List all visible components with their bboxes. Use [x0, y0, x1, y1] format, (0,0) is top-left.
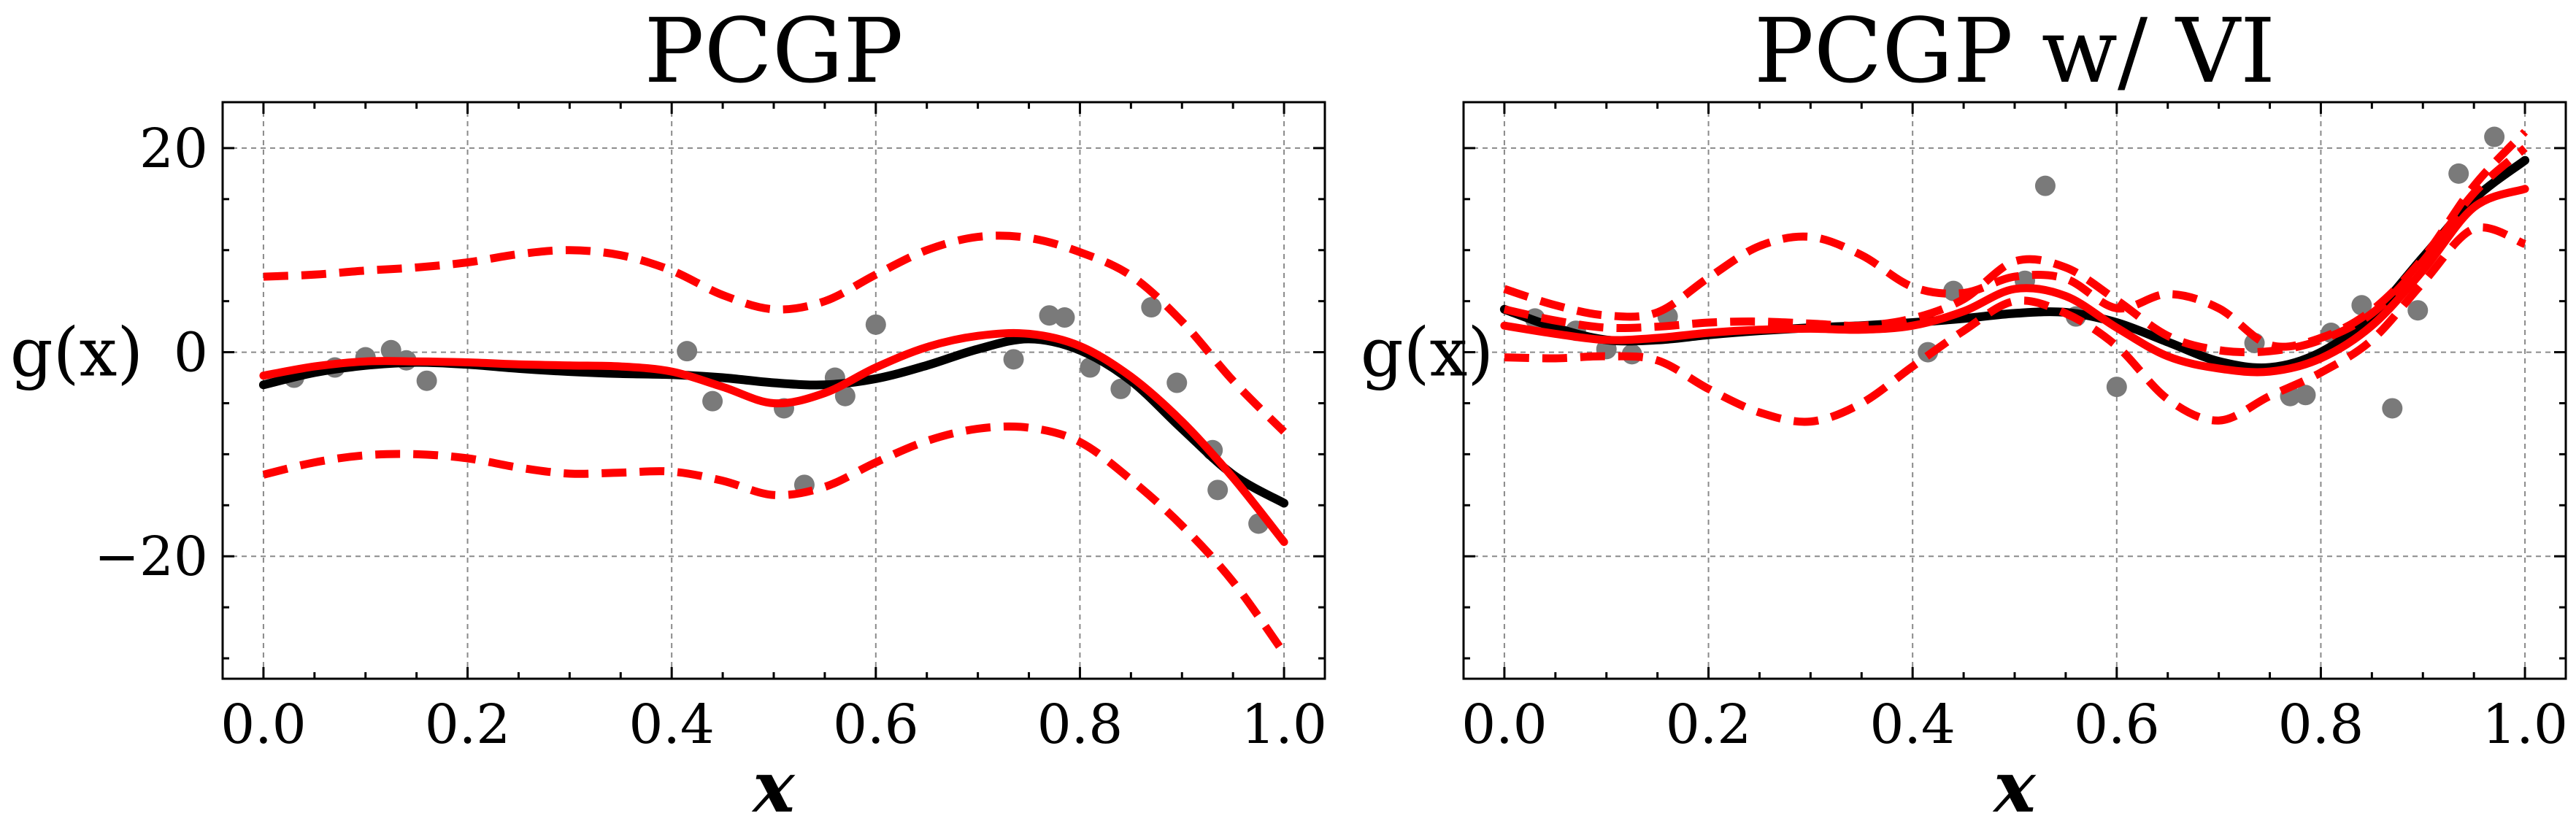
- data-point: [1080, 357, 1101, 378]
- x-tick-label: 1.0: [2482, 693, 2568, 756]
- x-axis-label: x: [751, 746, 796, 828]
- data-point: [834, 385, 856, 407]
- data-point: [2407, 300, 2429, 321]
- y-tick-label: 20: [139, 118, 208, 180]
- x-tick-label: 0.0: [220, 693, 307, 756]
- data-point: [1141, 297, 1162, 318]
- x-tick-label: 0.2: [425, 693, 511, 756]
- data-point: [2448, 163, 2469, 184]
- data-point: [1166, 372, 1188, 393]
- x-tick-label: 0.6: [2074, 693, 2160, 756]
- data-point: [416, 370, 437, 391]
- series-line-lower-band: [1504, 223, 2527, 426]
- y-axis-label: g(x): [10, 314, 144, 392]
- chart-panel-2: 0.0 0.2 0.4 0.6 0.8 1.0 PCGP w/ VI x g(x): [1361, 0, 2568, 828]
- data-point: [1003, 349, 1024, 370]
- x-axis-label: x: [1992, 746, 2037, 828]
- x-tick-label: 0.4: [628, 693, 715, 756]
- x-tick-label: 0.8: [1037, 693, 1123, 756]
- data-point: [2034, 175, 2056, 196]
- y-axis-label: g(x): [1361, 314, 1494, 392]
- data-point: [2295, 385, 2316, 406]
- data-point: [2484, 126, 2505, 147]
- series-line-upper-band: [263, 231, 1287, 435]
- chart-title: PCGP w/ VI: [1754, 0, 2275, 103]
- chart-panel-1: 0.0 0.2 0.4 0.6 0.8 1.0 20 0 −20 PCGP x g(x): [10, 0, 1327, 828]
- x-tick-label: 0.2: [1666, 693, 1752, 756]
- series-line-upper-band-inner: [1503, 145, 2528, 357]
- data-point: [1943, 280, 1964, 301]
- data-point: [865, 314, 886, 335]
- series-line-prediction: [1500, 185, 2529, 377]
- data-point: [1054, 307, 1075, 328]
- plot-frame: [1462, 101, 2567, 680]
- data-point: [2351, 295, 2372, 316]
- data-point: [380, 339, 401, 361]
- series-line-lower-band: [262, 422, 1288, 656]
- x-tick-label: 1.0: [1241, 693, 1327, 756]
- data-point: [1207, 479, 1229, 501]
- data-point: [2106, 377, 2127, 398]
- data-point: [1110, 378, 1131, 399]
- x-tick-label: 0.4: [1869, 693, 1956, 756]
- plot-area: [1499, 126, 2530, 426]
- y-tick-label: 0: [174, 322, 208, 385]
- data-point: [2382, 398, 2403, 419]
- series-line-prediction: [259, 328, 1288, 547]
- plot-frame: [221, 101, 1326, 680]
- plot-area: [258, 231, 1289, 656]
- data-point: [1039, 305, 1060, 326]
- x-tick-label: 0.0: [1461, 693, 1547, 756]
- x-tick-label: 0.6: [833, 693, 919, 756]
- x-tick-label: 0.8: [2278, 693, 2364, 756]
- y-tick-label: −20: [94, 525, 208, 588]
- data-point: [702, 390, 723, 412]
- data-point: [677, 341, 698, 362]
- chart-title: PCGP: [645, 0, 904, 103]
